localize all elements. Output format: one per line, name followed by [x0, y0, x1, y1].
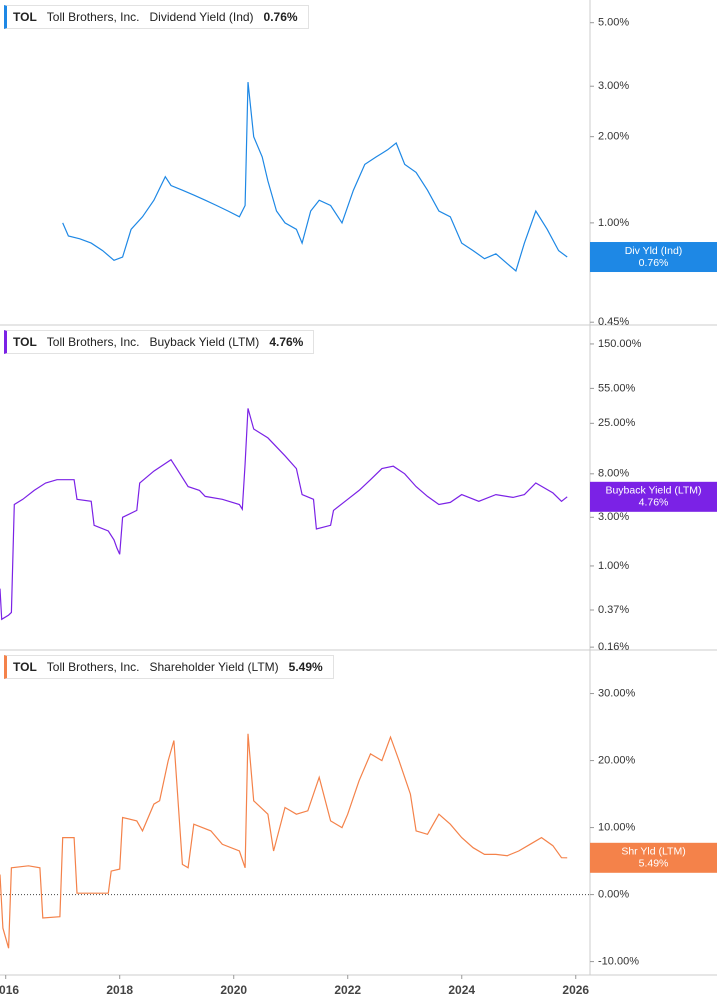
badge-label: Buyback Yield (LTM) [605, 485, 701, 497]
legend-entry: Buyback Yield (LTM) [149, 335, 260, 349]
y-tick-label: 0.00% [598, 888, 629, 900]
current-value: 0.76% [263, 10, 298, 24]
data-line [62, 82, 568, 272]
company: Toll Brothers, Inc. [46, 335, 140, 349]
x-tick-label: 2020 [220, 983, 247, 997]
badge-label: Shr Yld (LTM) [621, 846, 685, 858]
y-tick-label: 0.16% [598, 641, 629, 653]
ticker: TOL [13, 335, 37, 349]
ticker: TOL [13, 10, 37, 24]
y-tick-label: -10.00% [598, 956, 639, 968]
y-tick-label: 1.00% [598, 560, 629, 572]
y-tick-label: 2.00% [598, 131, 629, 143]
badge-value: 5.49% [639, 858, 669, 870]
x-tick-label: 2018 [106, 983, 133, 997]
legend-entry: Shareholder Yield (LTM) [149, 660, 279, 674]
y-tick-label: 1.00% [598, 217, 629, 229]
current-value: 5.49% [288, 660, 323, 674]
y-tick-label: 3.00% [598, 511, 629, 523]
badge-label: Div Yld (Ind) [625, 245, 683, 257]
value-badge [590, 481, 717, 512]
badge-value: 4.76% [639, 497, 669, 509]
y-tick-label: 5.00% [598, 17, 629, 29]
company: Toll Brothers, Inc. [46, 660, 140, 674]
x-tick-label: 2022 [334, 983, 361, 997]
x-tick-label: 2026 [562, 983, 589, 997]
x-tick-label: 2024 [448, 983, 475, 997]
badge-value: 0.76% [639, 257, 669, 269]
legend-box: TOL Toll Brothers, Inc. Dividend Yield (In… [4, 5, 309, 29]
legend-entry: Dividend Yield (Ind) [149, 10, 254, 24]
y-tick-label: 3.00% [598, 80, 629, 92]
y-tick-label: 20.00% [598, 754, 636, 766]
x-tick-label: 2016 [0, 983, 19, 997]
y-tick-label: 0.45% [598, 316, 629, 328]
y-tick-label: 10.00% [598, 821, 636, 833]
y-tick-label: 150.00% [598, 338, 642, 350]
company: Toll Brothers, Inc. [46, 10, 140, 24]
y-tick-label: 8.00% [598, 468, 629, 480]
y-tick-label: 0.37% [598, 604, 629, 616]
data-line [0, 733, 568, 949]
legend-box: TOL Toll Brothers, Inc. Shareholder Yield … [4, 655, 334, 679]
y-tick-label: 25.00% [598, 417, 636, 429]
y-tick-label: 55.00% [598, 382, 636, 394]
current-value: 4.76% [269, 335, 304, 349]
y-tick-label: 30.00% [598, 687, 636, 699]
legend-box: TOL Toll Brothers, Inc. Buyback Yield (LTM… [4, 330, 315, 354]
value-badge [590, 242, 717, 273]
ticker: TOL [13, 660, 37, 674]
data-line [0, 408, 568, 621]
value-badge [590, 842, 717, 873]
